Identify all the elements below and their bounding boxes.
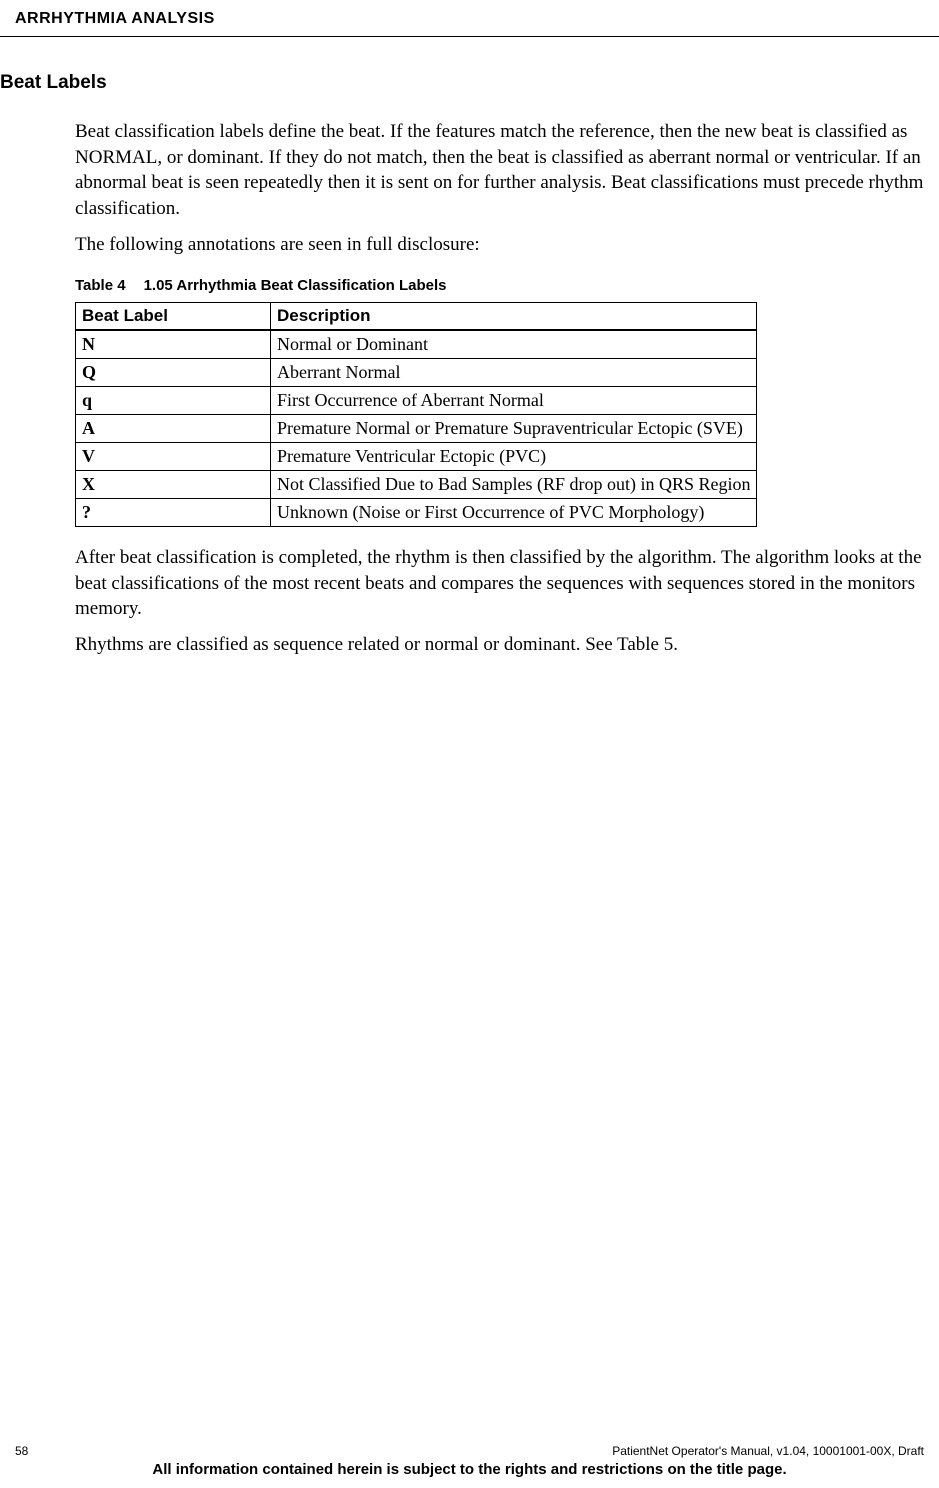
table-row: X Not Classified Due to Bad Samples (RF … (76, 471, 757, 499)
beat-label-cell: q (76, 387, 271, 415)
beat-label-cell: ? (76, 499, 271, 527)
beat-desc-cell: Premature Normal or Premature Supraventr… (271, 415, 757, 443)
section-heading: Beat Labels (0, 72, 939, 94)
table-header-row: Beat Label Description (76, 303, 757, 331)
table-header-label: Beat Label (76, 303, 271, 331)
footer-top-row: 58 PatientNet Operator's Manual, v1.04, … (15, 1444, 924, 1458)
table-row: A Premature Normal or Premature Supraven… (76, 415, 757, 443)
table-caption: Table 4 1.05 Arrhythmia Beat Classificati… (75, 277, 939, 294)
table-row: ? Unknown (Noise or First Occurrence of … (76, 499, 757, 527)
header-title: ARRHYTHMIA ANALYSIS (15, 10, 924, 28)
page-number: 58 (15, 1444, 28, 1458)
beat-desc-cell: Aberrant Normal (271, 359, 757, 387)
beat-desc-cell: First Occurrence of Aberrant Normal (271, 387, 757, 415)
table-title: 1.05 Arrhythmia Beat Classification Labe… (144, 277, 447, 294)
beat-label-cell: X (76, 471, 271, 499)
beat-desc-cell: Not Classified Due to Bad Samples (RF dr… (271, 471, 757, 499)
beat-label-cell: A (76, 415, 271, 443)
beat-desc-cell: Normal or Dominant (271, 330, 757, 359)
beat-label-cell: Q (76, 359, 271, 387)
page-footer: 58 PatientNet Operator's Manual, v1.04, … (0, 1444, 939, 1478)
page-content: Beat Labels Beat classification labels d… (0, 72, 939, 658)
beat-labels-table: Beat Label Description N Normal or Domin… (75, 302, 757, 527)
paragraph-4: Rhythms are classified as sequence relat… (75, 632, 924, 658)
beat-label-cell: N (76, 330, 271, 359)
page-header: ARRHYTHMIA ANALYSIS (0, 0, 939, 37)
beat-desc-cell: Premature Ventricular Ectopic (PVC) (271, 443, 757, 471)
table-number: Table 4 (75, 277, 126, 294)
document-info: PatientNet Operator's Manual, v1.04, 100… (612, 1444, 924, 1458)
table-row: q First Occurrence of Aberrant Normal (76, 387, 757, 415)
paragraph-2: The following annotations are seen in fu… (75, 232, 924, 258)
footer-notice: All information contained herein is subj… (15, 1461, 924, 1478)
table-header-description: Description (271, 303, 757, 331)
table-row: N Normal or Dominant (76, 330, 757, 359)
beat-desc-cell: Unknown (Noise or First Occurrence of PV… (271, 499, 757, 527)
beat-label-cell: V (76, 443, 271, 471)
table-row: Q Aberrant Normal (76, 359, 757, 387)
paragraph-3: After beat classification is completed, … (75, 545, 924, 622)
paragraph-1: Beat classification labels define the be… (75, 119, 924, 222)
table-row: V Premature Ventricular Ectopic (PVC) (76, 443, 757, 471)
